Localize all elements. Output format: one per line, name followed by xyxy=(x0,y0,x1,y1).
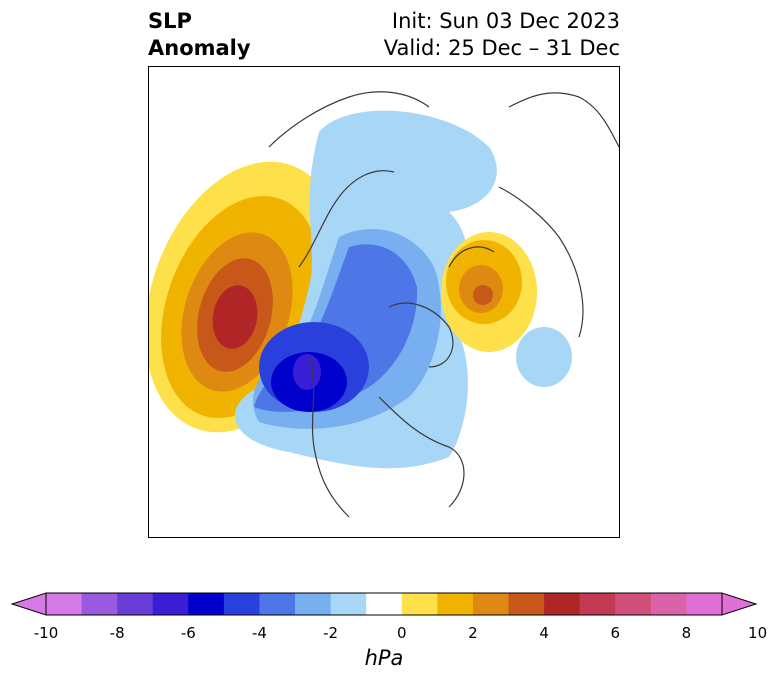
colorbar-bin xyxy=(259,593,296,615)
colorbar-bin xyxy=(472,593,510,615)
colorbar-bin xyxy=(366,593,403,615)
colorbar-bin xyxy=(437,593,474,615)
colorbar-bin xyxy=(686,593,723,615)
map-title: SLP Anomaly xyxy=(148,8,251,62)
colorbar-bin xyxy=(401,593,438,615)
colorbar-tick-label: 6 xyxy=(610,624,621,642)
colorbar-bin xyxy=(46,593,83,615)
colorbar-bin xyxy=(295,593,332,615)
anomaly-map xyxy=(149,91,619,518)
colorbar-bin xyxy=(615,593,652,615)
colorbar-bin xyxy=(330,593,367,615)
colorbar-extend-max xyxy=(721,592,758,616)
colorbar-tick-label: 2 xyxy=(468,624,478,642)
colorbar-bin xyxy=(117,593,154,615)
colorbar-outline xyxy=(45,592,723,616)
valid-date-label: Valid: 25 Dec – 31 Dec xyxy=(383,36,620,60)
colorbar-unit-label: hPa xyxy=(364,646,404,670)
colorbar-bin xyxy=(152,593,189,615)
colorbar-extend-min xyxy=(10,592,47,616)
colorbar-tick-label: 10 xyxy=(748,624,768,642)
colorbar-tick-label: 0 xyxy=(397,624,407,642)
colorbar-tick-label: -6 xyxy=(180,624,196,642)
colorbar-bin xyxy=(81,593,118,615)
colorbar-tick-label: -2 xyxy=(323,624,339,642)
title-line-1: SLP xyxy=(148,9,192,33)
colorbar-bin xyxy=(188,593,225,615)
coastlines xyxy=(268,91,619,518)
colorbar-tick-label: -10 xyxy=(33,624,59,642)
colorbar-tick-label: -4 xyxy=(251,624,267,642)
colorbar-bin xyxy=(544,593,581,615)
colorbar xyxy=(10,592,758,616)
forecast-dates: Init: Sun 03 Dec 2023 Valid: 25 Dec – 31… xyxy=(384,8,620,62)
colorbar-tick-label: 4 xyxy=(539,624,549,642)
colorbar-bin xyxy=(579,593,616,615)
colorbar-bin xyxy=(508,593,545,615)
title-line-2: Anomaly xyxy=(148,36,251,60)
high-anomaly-europe xyxy=(441,232,537,352)
map-panel xyxy=(148,66,620,538)
colorbar-tick-label: -8 xyxy=(109,624,125,642)
colorbar-tick-label: 8 xyxy=(681,624,692,642)
colorbar-bin xyxy=(223,593,260,615)
init-date-label: Init: Sun 03 Dec 2023 xyxy=(391,9,620,33)
low-anomaly-arctic xyxy=(235,110,572,469)
colorbar-bin xyxy=(650,593,687,615)
